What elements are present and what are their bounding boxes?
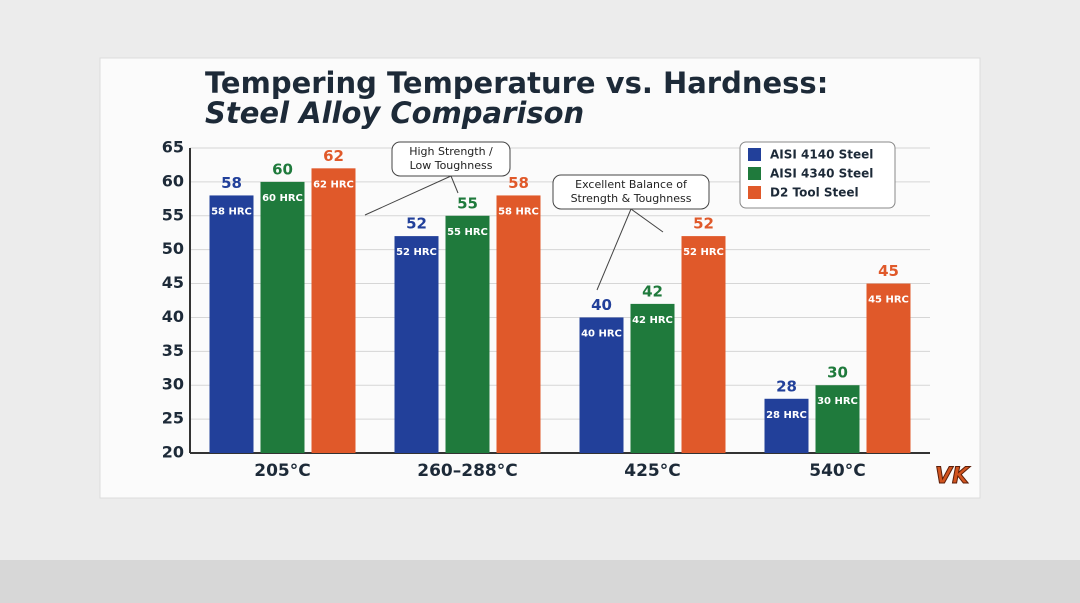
legend-label: AISI 4340 Steel (770, 167, 873, 181)
annotation-box (552, 174, 710, 210)
x-tick-label: 425°C (624, 461, 680, 481)
y-tick-label: 20 (162, 443, 184, 462)
value-label-inner: 58 HRC (498, 206, 539, 217)
value-label-inner: 42 HRC (632, 315, 673, 326)
value-label-inner: 62 HRC (313, 179, 354, 190)
annotation-text: Excellent Balance of (575, 178, 688, 191)
value-label-inner: 28 HRC (766, 410, 807, 421)
value-label: 60 (272, 160, 293, 178)
value-label: 40 (591, 296, 612, 314)
bar (260, 181, 305, 453)
annotation-pointer (364, 175, 452, 216)
y-tick-label: 65 (162, 138, 184, 157)
bar (815, 385, 860, 453)
bar (681, 236, 726, 453)
chart-title: Tempering Temperature vs. Hardness: (205, 66, 828, 100)
annotation-text: Strength & Toughness (571, 192, 692, 205)
y-tick-label: 35 (162, 341, 184, 360)
bar (311, 168, 356, 454)
legend-swatch (748, 167, 761, 180)
annotation-text: High Strength / (409, 145, 493, 158)
value-label-inner: 30 HRC (817, 396, 858, 407)
table-edge (0, 560, 1080, 603)
value-label-inner: 58 HRC (211, 206, 252, 217)
y-tick-label: 50 (162, 239, 184, 258)
bar (764, 398, 809, 453)
value-label-inner: 40 HRC (581, 328, 622, 339)
value-label: 52 (693, 215, 714, 233)
x-tick-label: 260–288°C (417, 461, 517, 481)
value-label-inner: 52 HRC (683, 247, 724, 258)
bar (445, 215, 490, 453)
bar (579, 317, 624, 453)
x-tick-label: 540°C (809, 461, 865, 481)
y-tick-label: 45 (162, 273, 184, 292)
legend-label: AISI 4140 Steel (770, 148, 873, 162)
value-label: 52 (406, 215, 427, 233)
y-tick-label: 40 (162, 307, 184, 326)
y-tick-label: 25 (162, 409, 184, 428)
value-label: 62 (323, 147, 344, 165)
logo: VK (935, 464, 971, 489)
annotation-pointer (630, 208, 664, 233)
value-label-inner: 55 HRC (447, 227, 488, 238)
value-label: 30 (827, 364, 848, 382)
value-label: 42 (642, 282, 663, 300)
value-label: 28 (776, 377, 797, 395)
y-tick-label: 55 (162, 205, 184, 224)
y-tick-label: 30 (162, 375, 184, 394)
annotation-pointer (450, 175, 459, 194)
value-label: 58 (508, 174, 529, 192)
value-label: 58 (221, 174, 242, 192)
x-tick-label: 205°C (254, 461, 310, 481)
bar (630, 303, 675, 453)
y-tick-label: 60 (162, 171, 184, 190)
legend-box (739, 141, 896, 209)
annotation-text: Low Toughness (410, 159, 493, 172)
chart-title: Steel Alloy Comparison (205, 96, 584, 130)
legend-label: D2 Tool Steel (770, 186, 859, 200)
bar (209, 195, 254, 453)
legend-swatch (748, 186, 761, 199)
bar (496, 195, 541, 453)
value-label-inner: 52 HRC (396, 247, 437, 258)
annotation-pointer (596, 208, 632, 291)
legend-swatch (748, 148, 761, 161)
bar (866, 283, 911, 453)
bar (394, 236, 439, 453)
value-label: 55 (457, 194, 478, 212)
value-label-inner: 60 HRC (262, 193, 303, 204)
value-label: 45 (878, 262, 899, 280)
annotation-box (391, 141, 511, 177)
value-label-inner: 45 HRC (868, 295, 909, 306)
